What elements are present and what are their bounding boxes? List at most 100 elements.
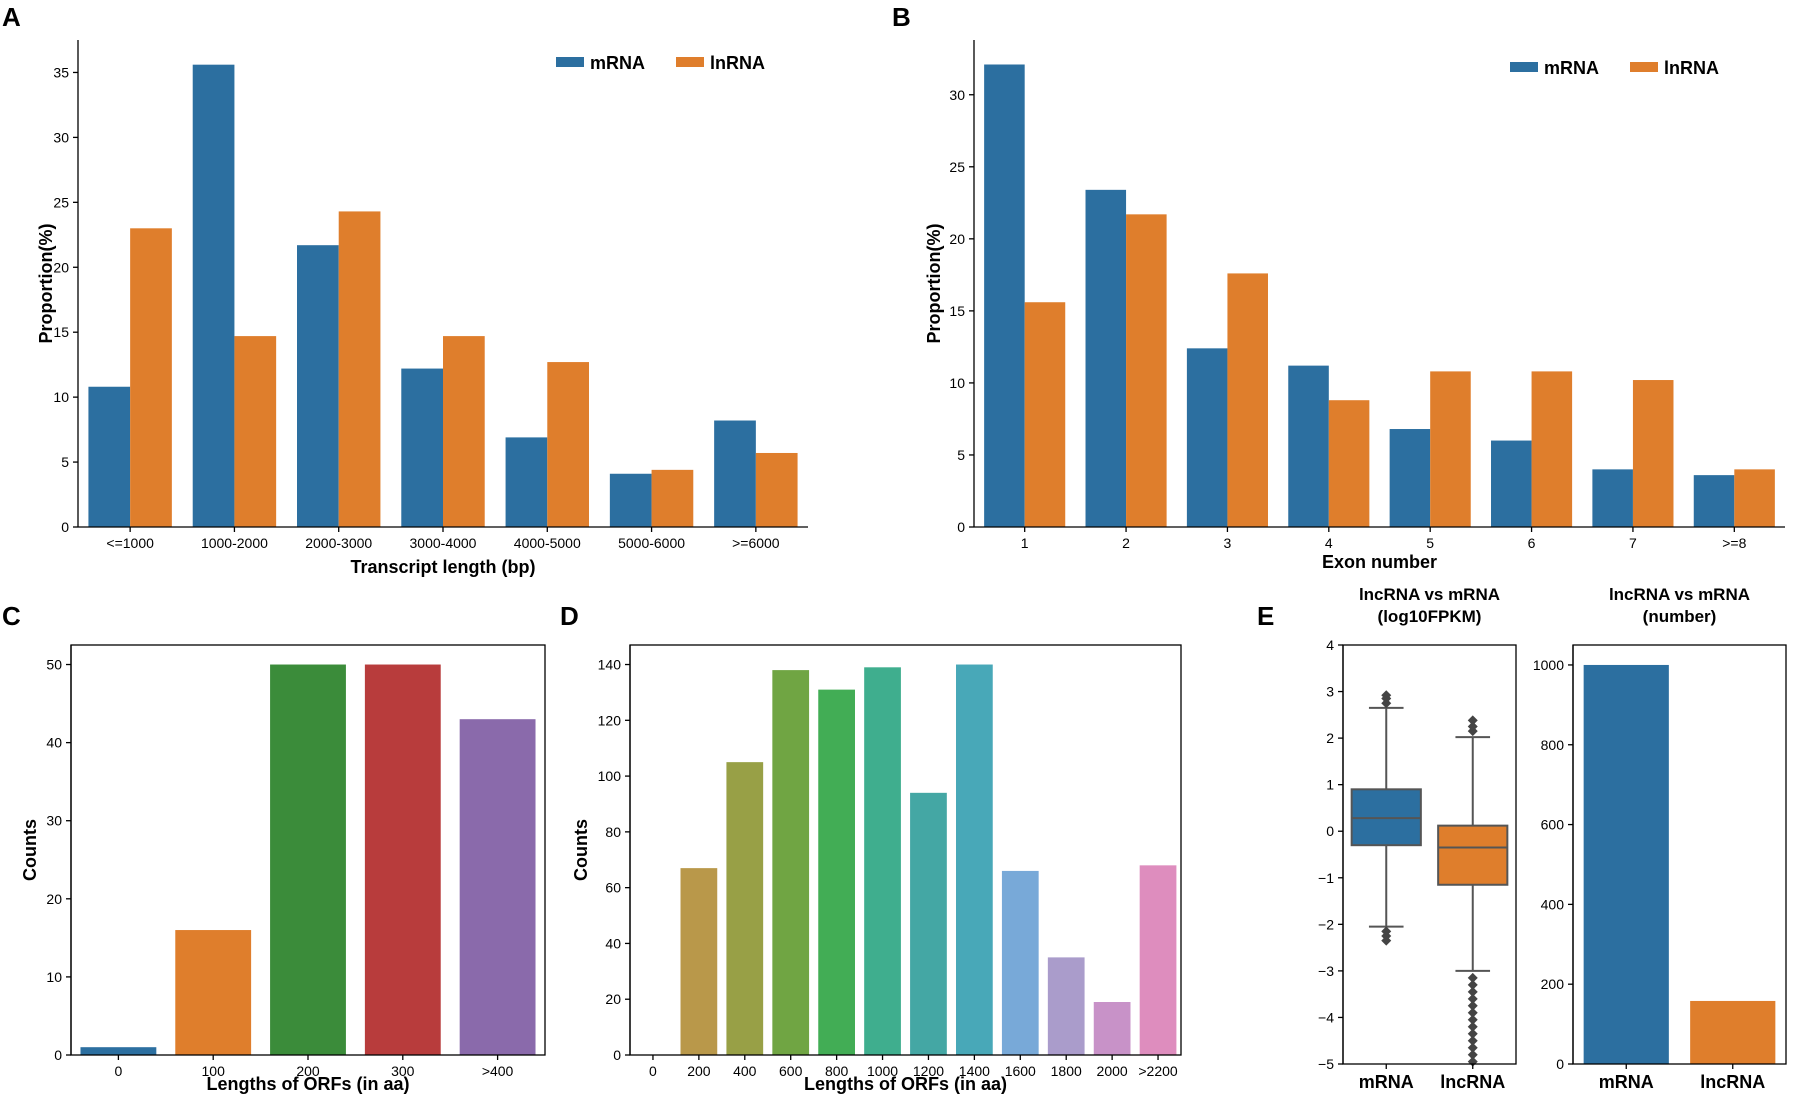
y-tick-label: 80 [605, 824, 621, 840]
x-tick-label: 800 [825, 1063, 849, 1079]
y-tick-label: 30 [46, 813, 62, 829]
y-tick-label: 25 [53, 194, 69, 210]
y-tick-label: 0 [957, 519, 965, 535]
x-tick-label: 1000-2000 [201, 535, 268, 551]
bar-3 [364, 664, 441, 1055]
y-tick-label: 20 [949, 231, 965, 247]
bar-mrna-0 [984, 64, 1025, 527]
bar-lnrna-0 [1024, 302, 1066, 527]
bar-5 [864, 667, 901, 1055]
x-tick-label: 2000-3000 [305, 535, 372, 551]
bar-lnrna-4 [1430, 371, 1471, 527]
y-tick-label: 2 [1326, 730, 1334, 746]
legend-label-lnrna: lnRNA [1664, 58, 1719, 78]
x-tick-label: 200 [296, 1063, 320, 1079]
outlier-point [1381, 935, 1392, 946]
y-tick-label: 0 [613, 1047, 621, 1063]
panel-c: 0 100 200 300 >400 0 10 20 30 40 50 Counts Lengths o… [2, 601, 546, 1094]
y-tick-label: 30 [949, 87, 965, 103]
legend-label-mrna: mRNA [590, 53, 645, 73]
y-tick-label: 25 [949, 159, 965, 175]
y-tick-label: −4 [1318, 1009, 1334, 1025]
x-tick-label: 400 [733, 1063, 757, 1079]
x-tick-label: mRNA [1599, 1072, 1654, 1092]
bar-1 [1690, 1000, 1776, 1064]
outlier-point [1467, 721, 1478, 732]
x-tick-label: >=6000 [732, 535, 780, 551]
panel-d: 0 200 400 600 800 1000 1200 1400 1600 1800 2000 >22… [560, 601, 1182, 1094]
y-tick-label: 4 [1326, 637, 1334, 653]
y-tick-label: −1 [1318, 870, 1334, 886]
y-tick-label: −5 [1318, 1056, 1334, 1072]
bar-lnrna-1 [1126, 214, 1167, 527]
bar-mrna-1 [192, 64, 235, 527]
y-tick-label: 800 [1541, 737, 1565, 753]
y-tick-label: −3 [1318, 963, 1334, 979]
bar-mrna-2 [1186, 348, 1228, 527]
bar-lnrna-6 [755, 452, 798, 527]
outlier-point [1467, 1049, 1478, 1060]
x-axis-label: Exon number [1322, 552, 1437, 572]
x-tick-label: 1400 [959, 1063, 990, 1079]
x-tick-label: 3000-4000 [410, 535, 477, 551]
outlier-point [1467, 715, 1478, 726]
box-mrna [1350, 690, 1422, 946]
panel-title: lncRNA vs mRNA [1359, 585, 1500, 604]
y-tick-label: 1000 [1533, 657, 1564, 673]
x-axis-label: Transcript length (bp) [350, 557, 535, 577]
y-tick-label: 140 [598, 657, 622, 673]
x-tick-label: 1800 [1051, 1063, 1082, 1079]
x-tick-label: 6 [1528, 535, 1536, 551]
bar-mrna-5 [609, 473, 652, 527]
bar-mrna-3 [1288, 365, 1329, 527]
x-tick-label: mRNA [1359, 1072, 1414, 1092]
y-tick-label: 1 [1326, 777, 1334, 793]
x-tick-label: 4000-5000 [514, 535, 581, 551]
y-tick-label: 20 [605, 991, 621, 1007]
legend-swatch-mrna [1510, 62, 1538, 72]
bar-lnrna-1 [234, 336, 277, 527]
bar-0 [1583, 664, 1669, 1064]
bar-mrna-4 [1389, 429, 1431, 527]
x-tick-label: 300 [391, 1063, 415, 1079]
bar-mrna-3 [401, 368, 443, 527]
bar-lnrna-6 [1632, 380, 1674, 527]
y-tick-label: 20 [53, 259, 69, 275]
y-tick-label: 100 [598, 768, 622, 784]
bar-lnrna-0 [130, 228, 172, 527]
bar-lnrna-3 [1328, 400, 1370, 527]
box-lncrna [1437, 715, 1509, 1067]
panel-e1: mRNA lncRNA −5 −4 −3 −2 −1 0 1 2 3 4 lncRNA vs mRNA (… [1257, 585, 1517, 1092]
panel-label: C [2, 601, 21, 631]
y-tick-label: 0 [54, 1047, 62, 1063]
legend: mRNA lnRNA [556, 53, 765, 73]
legend-label-lnrna: lnRNA [710, 53, 765, 73]
bar-10 [1093, 1002, 1131, 1055]
box-iqr [1437, 824, 1509, 886]
y-tick-label: 10 [53, 389, 69, 405]
y-tick-label: 400 [1541, 896, 1565, 912]
x-tick-label: 5 [1426, 535, 1434, 551]
y-tick-label: 30 [53, 129, 69, 145]
panel-title: (number) [1643, 607, 1717, 626]
x-tick-label: 600 [779, 1063, 803, 1079]
y-tick-label: 20 [46, 891, 62, 907]
x-axis-label: Lengths of ORFs (in aa) [206, 1074, 409, 1094]
x-tick-label: lncRNA [1700, 1072, 1765, 1092]
bar-4 [818, 689, 855, 1055]
x-tick-label: 1200 [913, 1063, 944, 1079]
x-tick-label: 3 [1224, 535, 1232, 551]
x-tick-label: 4 [1325, 535, 1333, 551]
bar-mrna-5 [1491, 440, 1532, 527]
outlier-point [1467, 993, 1478, 1004]
bar-lnrna-2 [338, 211, 381, 527]
x-tick-label: 1000 [867, 1063, 898, 1079]
bar-lnrna-3 [443, 336, 485, 527]
bar-lnrna-7 [1734, 469, 1775, 527]
outlier-point [1467, 1021, 1478, 1032]
bar-mrna-2 [297, 245, 339, 527]
y-tick-label: 3 [1326, 684, 1334, 700]
bar-mrna-6 [1592, 469, 1633, 527]
bar-mrna-4 [505, 437, 548, 527]
